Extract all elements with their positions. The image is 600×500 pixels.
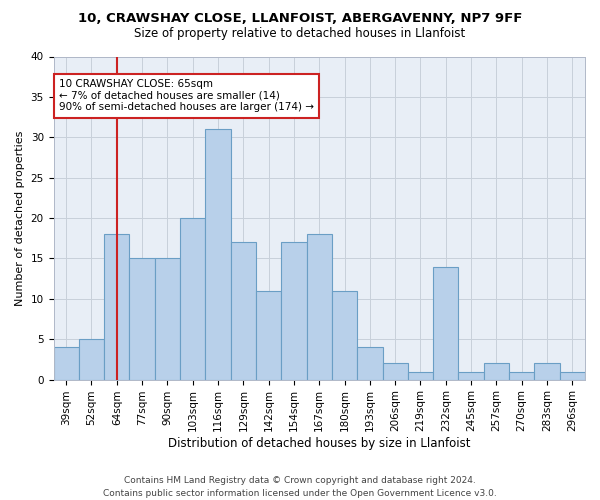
Bar: [509, 372, 535, 380]
Bar: [180, 218, 205, 380]
Bar: [560, 372, 585, 380]
Bar: [433, 266, 458, 380]
Bar: [408, 372, 433, 380]
Bar: [484, 364, 509, 380]
Bar: [383, 364, 408, 380]
Text: Size of property relative to detached houses in Llanfoist: Size of property relative to detached ho…: [134, 28, 466, 40]
Bar: [53, 348, 79, 380]
Bar: [155, 258, 180, 380]
Bar: [458, 372, 484, 380]
X-axis label: Distribution of detached houses by size in Llanfoist: Distribution of detached houses by size …: [168, 437, 470, 450]
Bar: [230, 242, 256, 380]
Bar: [281, 242, 307, 380]
Bar: [205, 129, 230, 380]
Bar: [256, 290, 281, 380]
Text: 10 CRAWSHAY CLOSE: 65sqm
← 7% of detached houses are smaller (14)
90% of semi-de: 10 CRAWSHAY CLOSE: 65sqm ← 7% of detache…: [59, 79, 314, 112]
Bar: [79, 339, 104, 380]
Y-axis label: Number of detached properties: Number of detached properties: [15, 130, 25, 306]
Bar: [307, 234, 332, 380]
Text: Contains HM Land Registry data © Crown copyright and database right 2024.
Contai: Contains HM Land Registry data © Crown c…: [103, 476, 497, 498]
Bar: [130, 258, 155, 380]
Bar: [535, 364, 560, 380]
Bar: [104, 234, 130, 380]
Bar: [332, 290, 357, 380]
Bar: [357, 348, 383, 380]
Text: 10, CRAWSHAY CLOSE, LLANFOIST, ABERGAVENNY, NP7 9FF: 10, CRAWSHAY CLOSE, LLANFOIST, ABERGAVEN…: [78, 12, 522, 26]
